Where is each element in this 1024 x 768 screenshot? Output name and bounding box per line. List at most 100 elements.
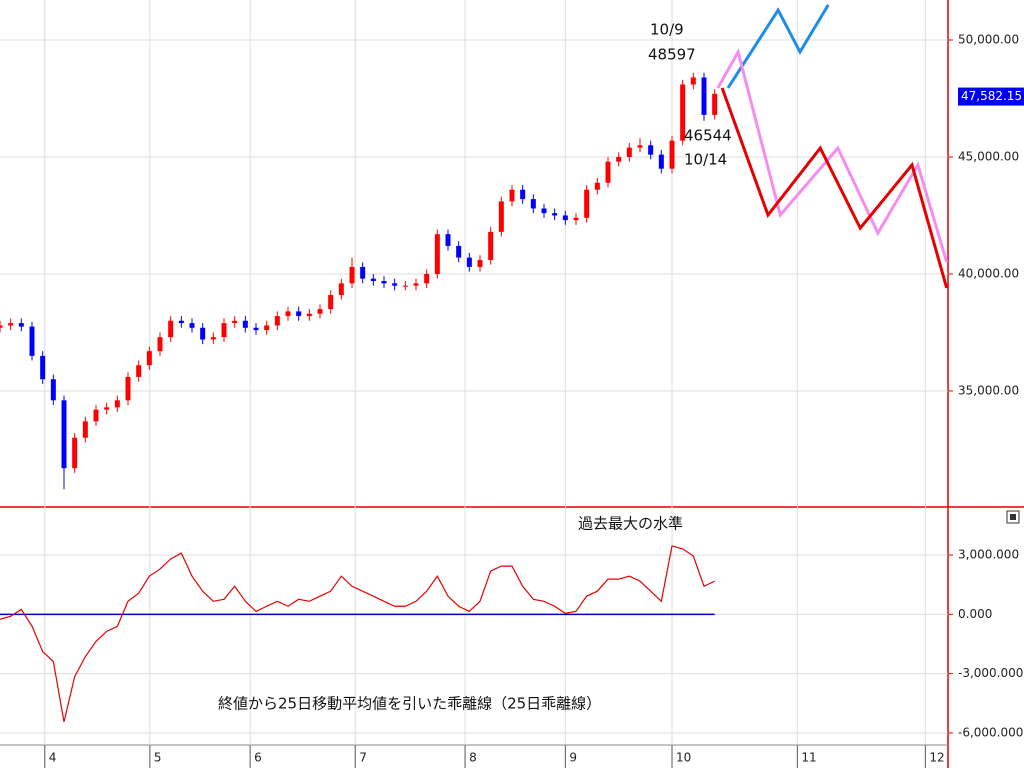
candle-body <box>488 231 494 260</box>
x-tick-label: 7 <box>359 751 367 765</box>
deviation-line <box>0 545 715 723</box>
y-tick-label: 45,000.00 <box>958 149 1019 163</box>
candle-body <box>637 145 643 148</box>
x-tick-label: 10 <box>676 751 691 765</box>
candle-body <box>573 217 579 221</box>
candle-body <box>146 351 152 366</box>
candle-body <box>541 208 547 214</box>
candle-body <box>221 323 227 338</box>
candle-body <box>210 337 216 340</box>
candle-body <box>402 285 408 287</box>
chart-subtitle: 終値から25日移動平均値を引いた乖離線（25日乖離線） <box>218 695 601 713</box>
candle-body <box>114 400 120 408</box>
candle-body <box>296 311 302 317</box>
x-tick-label: 8 <box>469 751 477 765</box>
candle-body <box>338 283 344 296</box>
candle-body <box>648 145 654 155</box>
candle-body <box>477 259 483 267</box>
candle-body <box>29 326 35 356</box>
candle-body <box>18 323 24 327</box>
candle-body <box>189 323 195 328</box>
annotation: 46544 <box>684 127 732 145</box>
candle-body <box>690 77 696 85</box>
candle-body <box>434 234 440 274</box>
candle-body <box>104 407 110 410</box>
pane-button-icon <box>1010 514 1016 520</box>
annotation: 10/9 <box>650 21 684 39</box>
projection-line <box>716 47 949 263</box>
candle-body <box>274 316 280 326</box>
candle-body <box>626 147 632 157</box>
candle-body <box>168 320 174 338</box>
candle-body <box>264 325 270 331</box>
last-price-label: 47,582.15 <box>961 89 1022 103</box>
candle-body <box>125 376 131 401</box>
candle-body <box>712 93 718 115</box>
candle-body <box>552 213 558 216</box>
x-tick-label: 4 <box>49 751 57 765</box>
candle-body <box>669 140 675 169</box>
candle-body <box>72 437 78 469</box>
marks <box>0 4 949 723</box>
candle-body <box>328 295 334 310</box>
candle-body <box>520 189 526 200</box>
y-tick-label: 0.000 <box>958 607 992 621</box>
y-tick-label: 50,000.00 <box>958 33 1019 47</box>
candle-body <box>584 189 590 218</box>
x-tick-label: 6 <box>254 751 262 765</box>
candle-body <box>242 320 248 328</box>
candle-body <box>381 280 387 284</box>
x-tick-label: 12 <box>929 751 944 765</box>
projection-line <box>720 87 949 289</box>
candle-body <box>530 199 536 209</box>
x-tick-label: 9 <box>569 751 577 765</box>
candle-body <box>178 320 184 324</box>
candle-body <box>424 273 430 284</box>
candle-body <box>509 189 515 202</box>
y-tick-label: -3,000.000 <box>958 666 1023 680</box>
candle-body <box>253 327 259 331</box>
y-tick-label: 40,000.00 <box>958 266 1019 280</box>
candle-body <box>317 309 323 314</box>
candle-body <box>306 313 312 317</box>
annotation: 48597 <box>648 46 696 64</box>
candle-body <box>370 278 376 281</box>
candle-body <box>50 379 56 401</box>
candle-body <box>61 400 67 469</box>
chart-title: 過去最大の水準 <box>578 515 683 533</box>
candle-body <box>0 325 3 328</box>
candle-body <box>200 327 206 340</box>
candle-body <box>456 245 462 258</box>
candle-body <box>701 77 707 115</box>
candle-body <box>413 283 419 286</box>
projection-line <box>726 4 830 89</box>
candle-body <box>157 337 163 352</box>
candle-body <box>360 266 366 279</box>
candle-body <box>498 201 504 232</box>
candle-body <box>445 234 451 246</box>
candle-body <box>349 266 355 284</box>
candle-body <box>232 320 238 324</box>
candle-body <box>8 323 14 326</box>
candle-body <box>93 409 99 422</box>
y-tick-label: -6,000.000 <box>958 725 1023 739</box>
y-tick-label: 35,000.00 <box>958 383 1019 397</box>
candle-body <box>136 365 142 377</box>
last-price-box <box>958 87 1024 106</box>
candle-body <box>605 161 611 183</box>
candle-body <box>594 182 600 190</box>
candle-body <box>680 84 686 141</box>
grid <box>0 0 948 745</box>
annotation: 10/14 <box>684 151 727 169</box>
candle-body <box>40 355 46 380</box>
candle-body <box>658 154 664 169</box>
candle-body <box>466 257 472 267</box>
candle-body <box>616 156 622 162</box>
candle-body <box>285 311 291 317</box>
y-tick-label: 3,000.000 <box>958 548 1019 562</box>
candle-body <box>392 283 398 286</box>
candle-body <box>562 215 568 221</box>
x-tick-label: 5 <box>154 751 162 765</box>
